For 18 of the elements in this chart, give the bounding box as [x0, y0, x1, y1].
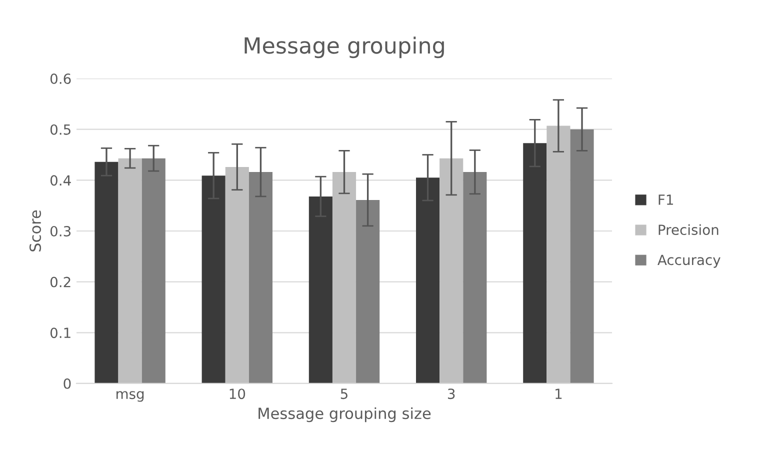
y-tick-label: 0.4	[50, 175, 71, 186]
y-tick-label: 0.5	[50, 124, 70, 135]
y-tick-label: 0.2	[50, 276, 70, 288]
legend-label: F1	[658, 194, 673, 205]
x-tick-label: msg	[116, 391, 144, 402]
y-tick-label: 0.6	[50, 74, 71, 84]
legend-label: Accuracy	[658, 254, 720, 268]
x-tick-label: 5	[340, 388, 348, 400]
y-tick-label: 0	[64, 378, 71, 389]
y-tick-label: 0.3	[50, 226, 71, 236]
chart-title: Message grouping	[244, 36, 444, 58]
legend-label: Precision	[658, 224, 718, 236]
x-axis-title: Message grouping size	[258, 407, 431, 422]
x-tick-label: 1	[556, 388, 562, 399]
x-tick-label: 3	[448, 388, 455, 400]
y-axis-title: Score	[29, 210, 42, 252]
y-tick-label: 0.1	[50, 328, 70, 338]
x-tick-label: 10	[230, 388, 246, 400]
